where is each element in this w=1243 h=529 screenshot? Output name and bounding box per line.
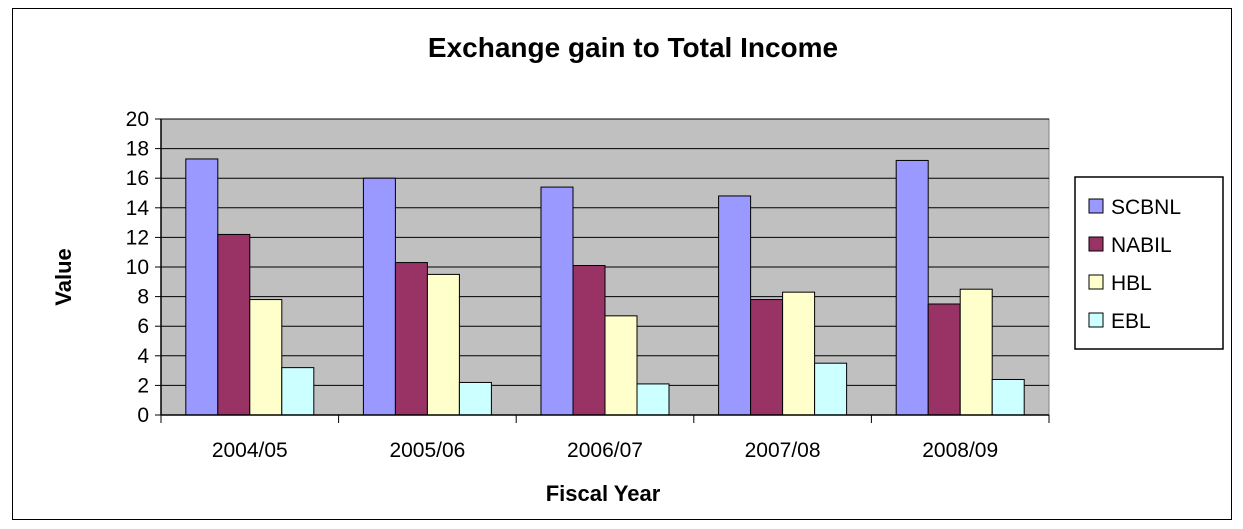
bar-ebl-2007-08 <box>814 362 848 416</box>
bar-hbl-2005-06 <box>426 273 460 416</box>
legend-label-hbl: HBL <box>1111 272 1152 295</box>
bar-hbl-2008-09 <box>959 288 993 416</box>
bar-nabil-2006-07 <box>572 265 606 416</box>
bar-hbl-2007-08 <box>782 291 816 416</box>
bar-ebl-2005-06 <box>458 381 492 416</box>
y-tick-label: 16 <box>126 167 149 190</box>
bar-scbnl-2008-09 <box>895 159 929 416</box>
legend-label-ebl: EBL <box>1111 310 1151 333</box>
legend-swatch-hbl <box>1088 274 1104 290</box>
bar-hbl-2006-07 <box>604 315 638 416</box>
bars <box>185 158 1025 416</box>
x-tick-label: 2006/07 <box>567 439 643 462</box>
bar-hbl-2004-05 <box>249 299 283 416</box>
bar-scbnl-2005-06 <box>362 177 396 416</box>
legend: SCBNL NABIL HBL EBL <box>1074 176 1224 350</box>
bar-ebl-2008-09 <box>991 378 1025 416</box>
y-tick-label: 2 <box>137 374 149 397</box>
legend-label-scbnl: SCBNL <box>1111 196 1181 219</box>
y-tick-label: 0 <box>137 404 149 427</box>
y-tick-label: 20 <box>126 108 149 131</box>
x-axis-title: Fiscal Year <box>546 481 661 506</box>
x-tick-label: 2007/08 <box>745 439 821 462</box>
bar-nabil-2008-09 <box>927 303 961 416</box>
x-tick-label: 2005/06 <box>389 439 465 462</box>
legend-swatch-ebl <box>1088 312 1104 328</box>
bar-scbnl-2007-08 <box>718 195 752 416</box>
chart-container: Exchange gain to Total Income 0 2 4 6 8 10 12 1… <box>12 8 1232 520</box>
x-tick-label: 2008/09 <box>922 439 998 462</box>
y-tick-label: 10 <box>126 256 149 279</box>
y-tick-label: 18 <box>126 138 149 161</box>
legend-label-nabil: NABIL <box>1111 234 1172 257</box>
x-tick-labels: 2004/05 2005/06 2006/07 2007/08 2008/09 <box>212 439 998 462</box>
legend-swatch-nabil <box>1088 236 1104 252</box>
bar-ebl-2006-07 <box>636 383 670 416</box>
bar-nabil-2005-06 <box>394 262 428 416</box>
y-axis-title: Value <box>51 248 76 305</box>
bar-ebl-2004-05 <box>281 367 315 416</box>
y-tick-label: 6 <box>137 315 149 338</box>
legend-swatch-scbnl <box>1088 198 1104 214</box>
y-tick-label: 14 <box>126 197 150 220</box>
y-tick-labels: 0 2 4 6 8 10 12 14 16 18 20 <box>126 108 150 427</box>
bar-chart: Exchange gain to Total Income 0 2 4 6 8 10 12 1… <box>51 32 1224 506</box>
y-tick-label: 4 <box>137 345 149 368</box>
chart-title: Exchange gain to Total Income <box>428 32 838 63</box>
x-tick-label: 2004/05 <box>212 439 288 462</box>
bar-scbnl-2006-07 <box>540 186 574 416</box>
bar-nabil-2007-08 <box>750 299 784 416</box>
axes <box>155 118 1050 423</box>
bar-nabil-2004-05 <box>217 233 251 416</box>
y-tick-label: 8 <box>137 286 149 309</box>
bar-scbnl-2004-05 <box>185 158 219 416</box>
y-tick-label: 12 <box>126 226 149 249</box>
